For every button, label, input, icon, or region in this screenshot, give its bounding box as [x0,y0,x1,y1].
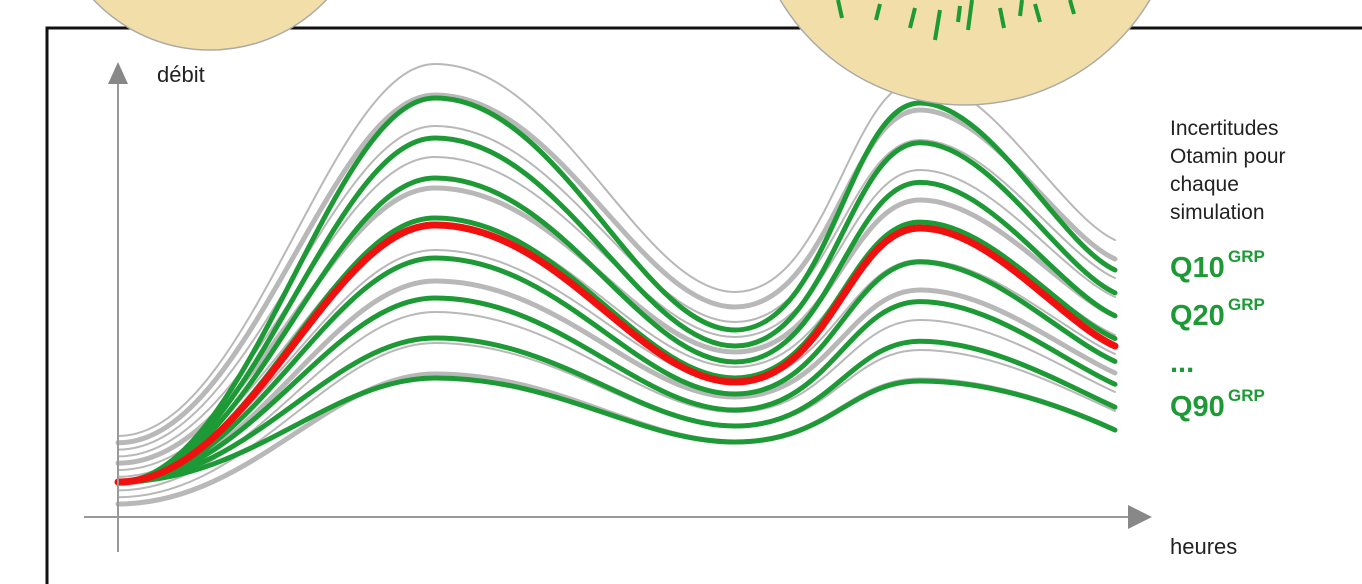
quantile-label: Q10 [1170,252,1225,284]
ellipsis: ... [1170,347,1194,379]
x-axis-label: heures [1170,534,1237,559]
frame [47,28,1362,584]
diagram: débit heures Incertitudes Otamin pour ch… [0,0,1362,584]
quantile-superscript: GRP [1228,247,1265,266]
legend-line: simulation [1170,201,1265,224]
legend-line: Incertitudes [1170,117,1279,140]
quantile-label: Q90 [1170,391,1225,423]
legend-line: Otamin pour [1170,145,1286,168]
quantile-label: Q20 [1170,300,1225,332]
y-axis-label: débit [157,62,205,87]
quantile-superscript: GRP [1228,295,1265,314]
legend-line: chaque [1170,173,1239,196]
quantile-superscript: GRP [1228,386,1265,405]
